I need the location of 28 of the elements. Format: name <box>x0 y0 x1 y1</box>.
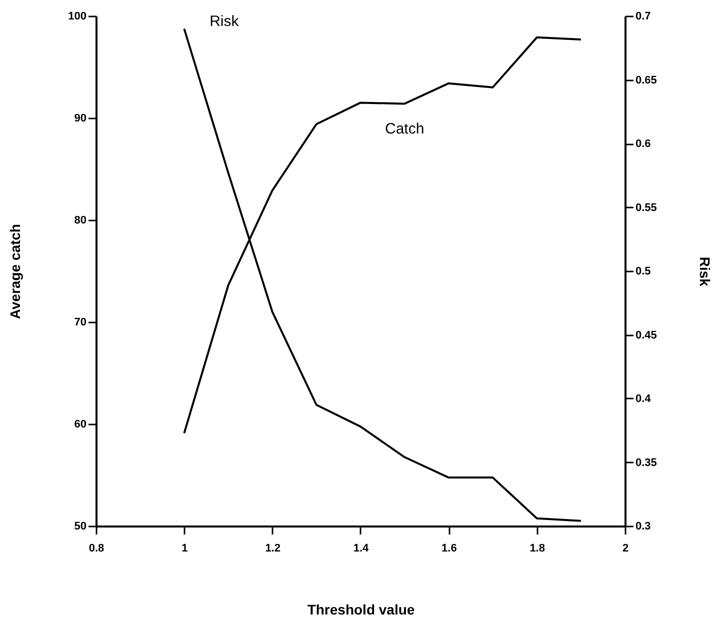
x-tick-label: 0.8 <box>88 542 104 554</box>
y2-tick-label: 0.7 <box>636 10 651 22</box>
y2-tick-label: 0.3 <box>636 520 651 532</box>
y2-axis-title: Risk <box>696 256 713 286</box>
y-tick-label: 100 <box>68 10 86 22</box>
y-tick-label: 80 <box>74 214 86 226</box>
y2-tick-label: 0.4 <box>636 393 652 405</box>
y2-tick-label: 0.6 <box>636 138 651 150</box>
x-tick-label: 2 <box>622 542 629 554</box>
x-axis-title: Threshold value <box>307 602 415 618</box>
x-tick-label: 1.4 <box>353 542 370 554</box>
line-series <box>183 28 582 522</box>
y2-tick-label: 0.5 <box>636 266 651 278</box>
y2-tick-label: 0.35 <box>636 456 657 469</box>
x-tick-label: 1.2 <box>265 542 280 554</box>
y-axis-title: Average catch <box>7 224 24 320</box>
y2-tick-label: 0.45 <box>636 329 657 342</box>
x-tick-label: 1.8 <box>530 542 545 554</box>
x-tick-label: 1 <box>182 542 188 554</box>
y-tick-label: 50 <box>74 520 86 532</box>
y-tick-label: 60 <box>74 418 86 430</box>
y-tick-label: 90 <box>74 112 86 124</box>
y2-tick-label: 0.65 <box>636 74 657 86</box>
series-label: Risk <box>210 12 240 30</box>
y-tick-label: 70 <box>74 316 86 328</box>
series-label: Catch <box>384 120 424 138</box>
y2-tick-label: 0.55 <box>636 202 657 214</box>
x-tick-label: 1.6 <box>442 542 457 554</box>
